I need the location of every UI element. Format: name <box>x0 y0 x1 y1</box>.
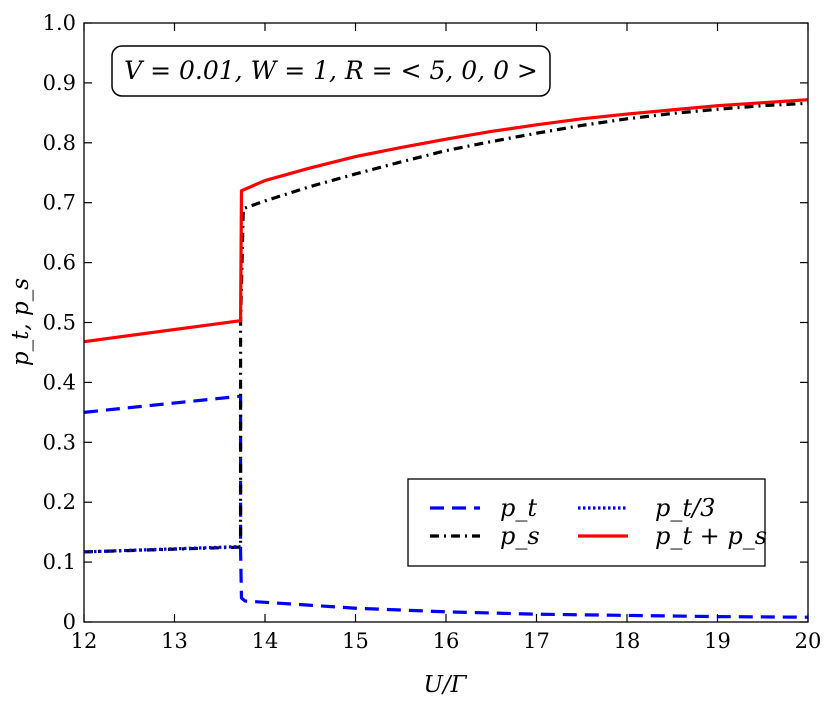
legend-label-1: p_s <box>500 522 540 550</box>
y-tick-label: 0 <box>63 610 76 634</box>
y-tick-label: 1.0 <box>43 11 76 35</box>
annotation-text: V = 0.01, W = 1, R = < 5, 0, 0 > <box>124 56 538 85</box>
x-tick-label: 17 <box>523 629 550 653</box>
y-tick-label: 0.9 <box>43 71 76 95</box>
series-line-2 <box>83 544 241 554</box>
x-axis-label: U/Γ <box>423 672 467 698</box>
annotation-box: V = 0.01, W = 1, R = < 5, 0, 0 > <box>111 45 551 97</box>
y-tick-label: 0.6 <box>43 251 76 275</box>
legend-label-0: p_t <box>500 494 537 522</box>
x-tick-label: 15 <box>342 629 369 653</box>
y-tick-label: 0.2 <box>43 490 76 514</box>
y-tick-label: 0.3 <box>43 430 76 454</box>
legend-label-2: p_t/3 <box>655 494 715 522</box>
x-tick-label: 19 <box>704 629 731 653</box>
y-tick-label: 0.1 <box>43 550 76 574</box>
plot-marks <box>83 98 809 619</box>
legend-label-3: p_t + p_s <box>655 522 767 550</box>
axis-ticks: 12 13 14 15 16 17 18 19 20 0 0.1 0.2 0.3 0.4 0.5 0.6 0.7… <box>43 11 822 653</box>
legend: p_t p_t/3 p_s p_t + p_s <box>407 478 767 567</box>
series-line-3 <box>83 98 809 344</box>
x-tick-label: 14 <box>252 629 279 653</box>
x-tick-label: 18 <box>614 629 641 653</box>
x-tick-label: 12 <box>71 629 98 653</box>
y-tick-label: 0.5 <box>43 311 76 335</box>
y-tick-label: 0.8 <box>43 131 76 155</box>
series-line-0 <box>83 394 809 619</box>
y-tick-label: 0.4 <box>43 370 76 394</box>
x-tick-label: 20 <box>795 629 822 653</box>
y-tick-label: 0.7 <box>43 191 76 215</box>
x-tick-label: 13 <box>161 629 188 653</box>
x-tick-label: 16 <box>433 629 460 653</box>
y-axis-label: p_t, p_s <box>8 278 34 366</box>
series-line-1 <box>83 101 809 554</box>
